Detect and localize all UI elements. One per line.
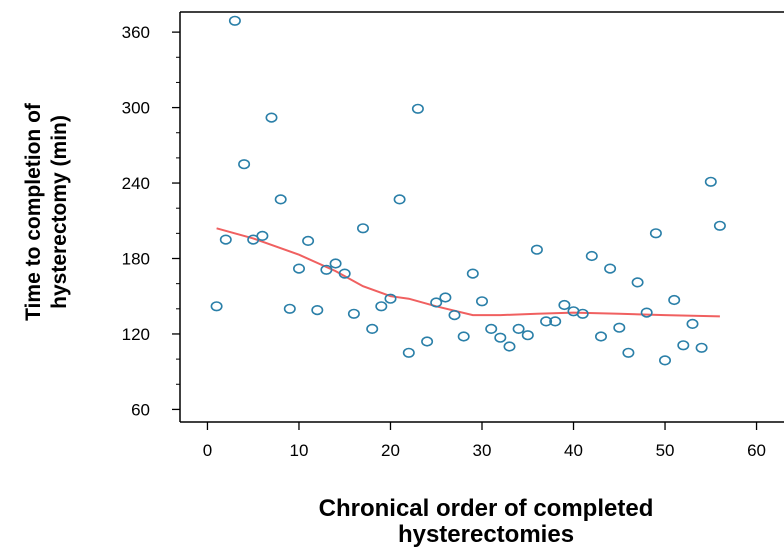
data-point <box>686 318 699 330</box>
plot-frame <box>179 11 784 423</box>
data-point <box>631 277 644 288</box>
data-point <box>521 330 534 341</box>
x-axis-title-line2: hysterectomies <box>398 521 574 548</box>
data-point <box>411 103 424 114</box>
data-point <box>713 220 726 231</box>
data-point <box>302 235 315 246</box>
data-point <box>265 112 278 123</box>
data-point <box>219 234 232 245</box>
data-point <box>622 347 635 358</box>
data-point <box>503 341 516 352</box>
x-tick-label: 30 <box>473 441 492 460</box>
data-point <box>613 322 626 333</box>
data-point <box>292 263 305 274</box>
data-point <box>421 336 434 347</box>
data-point <box>402 347 415 358</box>
y-axis-title-line1: Time to completion of <box>22 102 45 321</box>
data-point <box>677 340 690 351</box>
data-point <box>594 331 607 342</box>
data-point <box>384 293 397 304</box>
data-point <box>549 316 562 327</box>
data-points <box>210 15 726 366</box>
y-tick-label: 240 <box>122 174 150 193</box>
data-point <box>329 258 342 269</box>
data-point <box>585 250 598 262</box>
data-point <box>210 301 223 312</box>
data-point <box>704 176 717 187</box>
data-point <box>457 331 470 342</box>
x-tick-label: 60 <box>747 441 766 460</box>
y-tick-label: 60 <box>131 400 150 419</box>
data-point <box>256 230 269 241</box>
data-point <box>640 307 653 318</box>
data-point <box>283 303 296 314</box>
data-point <box>668 294 681 306</box>
y-tick-label: 360 <box>122 23 150 42</box>
x-tick-label: 10 <box>290 441 309 460</box>
x-axis: 0 10 20 30 40 50 60 <box>203 422 766 460</box>
data-point <box>448 310 461 321</box>
y-axis: 60 120 180 240 300 360 <box>122 23 180 419</box>
data-point <box>540 316 553 327</box>
data-point <box>274 194 287 205</box>
data-point <box>338 268 351 279</box>
data-point <box>475 296 488 307</box>
data-point <box>228 15 241 26</box>
data-point <box>530 244 543 255</box>
y-tick-label: 300 <box>122 99 150 118</box>
x-tick-label: 40 <box>564 441 583 460</box>
data-point <box>347 308 360 319</box>
data-point <box>494 332 507 343</box>
data-point <box>658 355 671 366</box>
x-axis-title-line1: Chronical order of completed <box>319 495 654 522</box>
data-point <box>695 342 708 353</box>
y-tick-label: 120 <box>122 325 150 344</box>
data-point <box>375 301 388 312</box>
data-point <box>393 194 406 205</box>
data-point <box>558 299 571 311</box>
data-point <box>320 264 333 275</box>
data-point <box>466 268 479 279</box>
data-point <box>430 297 443 308</box>
x-tick-label: 0 <box>203 441 212 460</box>
data-point <box>485 323 498 335</box>
data-point <box>238 159 251 170</box>
x-tick-label: 50 <box>656 441 675 460</box>
y-axis-title-line2: hysterectomy (min) <box>48 115 71 309</box>
data-point <box>356 223 369 234</box>
data-point <box>311 305 324 316</box>
data-point <box>366 323 379 335</box>
x-tick-label: 20 <box>381 441 400 460</box>
data-point <box>512 323 525 335</box>
data-point <box>576 308 589 319</box>
data-point <box>604 263 617 274</box>
y-tick-label: 180 <box>122 250 150 269</box>
data-point <box>649 228 662 239</box>
data-point <box>439 292 452 303</box>
